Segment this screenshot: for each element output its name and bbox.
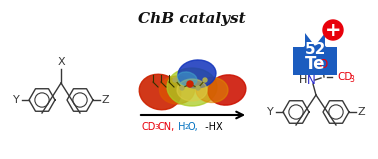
Ellipse shape [196,77,228,103]
Ellipse shape [139,74,181,110]
Text: ChB catalyst: ChB catalyst [138,12,246,26]
Ellipse shape [208,75,246,105]
Circle shape [173,78,177,82]
Ellipse shape [178,60,216,88]
FancyBboxPatch shape [291,31,305,47]
Text: N: N [307,75,315,87]
Text: 3: 3 [154,124,158,130]
Circle shape [203,78,207,82]
Text: Y: Y [13,95,20,105]
Text: 3: 3 [349,75,354,83]
Circle shape [323,20,343,40]
Circle shape [187,81,193,87]
Text: CD: CD [337,72,352,82]
Ellipse shape [177,79,207,101]
Text: Z: Z [102,95,110,105]
Text: X: X [57,57,65,67]
Text: +: + [325,21,341,39]
Text: CD: CD [142,122,156,132]
Text: 52: 52 [304,42,326,58]
Text: 2: 2 [185,124,189,130]
Ellipse shape [167,68,217,106]
Text: CN,: CN, [157,122,174,132]
Circle shape [180,86,184,90]
FancyBboxPatch shape [325,31,339,47]
Text: O,: O, [188,122,199,132]
FancyBboxPatch shape [293,33,337,75]
Polygon shape [305,33,325,46]
Text: H: H [299,75,307,85]
Text: O: O [318,59,328,72]
Ellipse shape [177,72,197,86]
Text: Z: Z [358,107,366,117]
Text: -HX: -HX [202,122,223,132]
Text: Y: Y [267,107,274,117]
Circle shape [196,86,200,90]
Text: H: H [175,122,186,132]
Ellipse shape [160,76,195,104]
Text: Te: Te [305,55,325,73]
